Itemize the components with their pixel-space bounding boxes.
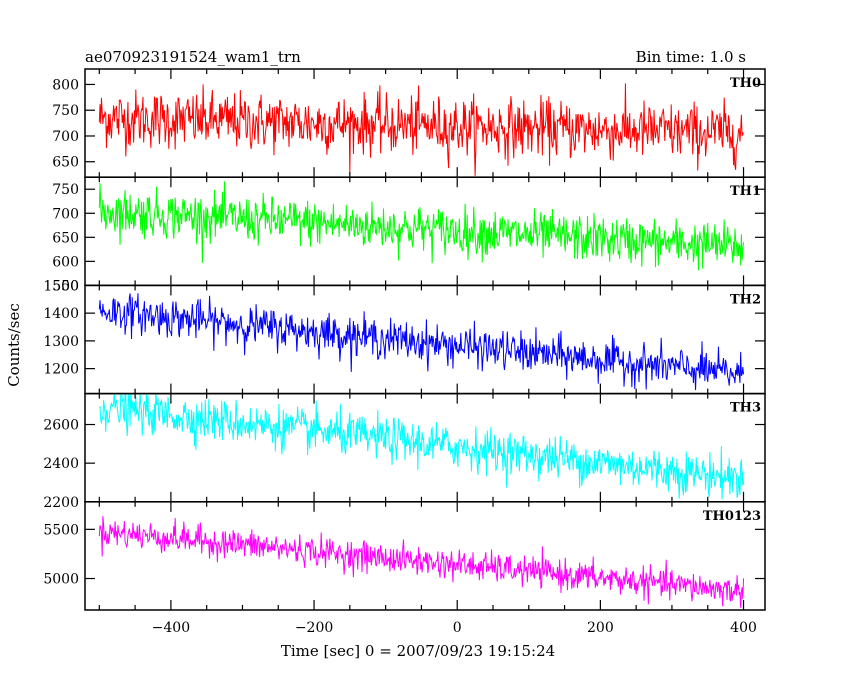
y-tick-label: 650 [52, 230, 79, 246]
x-tick-label: 200 [587, 620, 614, 636]
panel-th0123: 5000 5500 TH0123 [43, 501, 766, 611]
panel-label-th0123: TH0123 [703, 509, 761, 524]
y-tick-label: 2200 [43, 495, 79, 511]
y-tick-label: 1400 [43, 306, 79, 322]
panel-frame [84, 176, 766, 287]
panel-th0: 650 700 750 800 TH0 [52, 68, 766, 178]
y-tick-label: 650 [52, 155, 79, 171]
x-tick-label: 400 [730, 620, 757, 636]
y-tick-label: 750 [52, 103, 79, 119]
series-line-th1 [98, 181, 745, 271]
x-tick-label: 0 [453, 620, 462, 636]
bin-time-label: Bin time: 1.0 s [636, 48, 746, 66]
x-tick-label: −200 [295, 620, 333, 636]
y-tick-label: 5500 [43, 522, 79, 538]
panel-label-th2: TH2 [730, 292, 761, 307]
series-line-th0123 [98, 516, 745, 608]
x-axis: −400 −200 0 200 400 [152, 620, 757, 636]
series-line-th0 [98, 83, 744, 176]
panel-label-th3: TH3 [730, 401, 761, 416]
series-line-th2 [98, 293, 745, 391]
y-tick-label: 1300 [43, 334, 79, 350]
panel-label-th1: TH1 [730, 184, 761, 199]
panel-frame [84, 392, 766, 503]
y-tick-label: 600 [52, 254, 79, 270]
y-tick-label: 1200 [43, 362, 79, 378]
y-tick-label: 5000 [43, 572, 79, 588]
panel-th3: 2200 2400 2600 TH3 [43, 392, 766, 511]
x-tick-label: −400 [152, 620, 190, 636]
series-line-th3 [98, 393, 745, 500]
y-tick-label: 700 [52, 129, 79, 145]
chart-title: ae070923191524_wam1_trn [85, 48, 301, 66]
panels-group: 650 700 750 800 TH0 550 600 650 700 750 TH1 1200 130… [43, 68, 766, 611]
y-tick-label: 700 [52, 206, 79, 222]
y-tick-label: 2600 [43, 418, 79, 434]
y-axis-label: Counts/sec [5, 303, 23, 387]
panel-th1: 550 600 650 700 750 TH1 [52, 176, 766, 294]
panel-frame [84, 501, 766, 611]
panel-label-th0: TH0 [730, 76, 761, 91]
y-tick-label: 800 [52, 77, 79, 93]
y-tick-label: 1500 [43, 278, 79, 294]
y-tick-label: 550 [52, 278, 79, 294]
y-tick-label: 750 [52, 182, 79, 198]
y-tick-label: 2400 [43, 456, 79, 472]
x-axis-label: Time [sec] 0 = 2007/09/23 19:15:24 [281, 642, 555, 660]
panel-th2: 1200 1300 1400 1500 TH2 [43, 278, 766, 395]
